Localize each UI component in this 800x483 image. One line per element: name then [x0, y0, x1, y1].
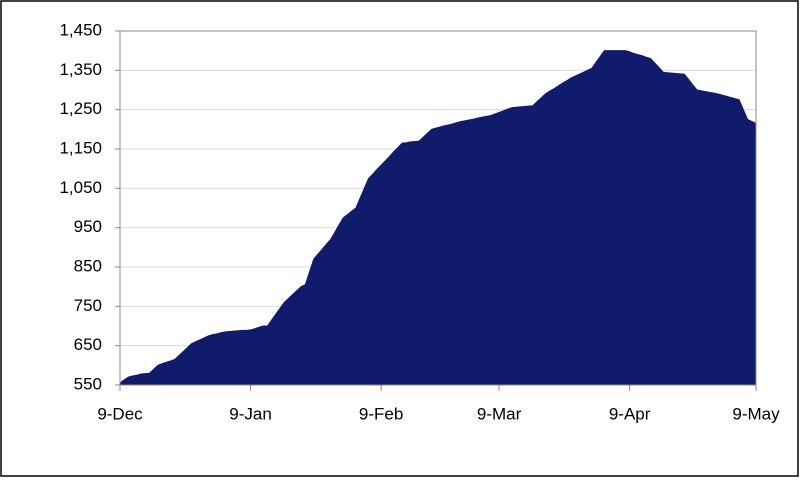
x-tick-label: 9-Mar — [477, 404, 522, 423]
x-tick-label: 9-May — [732, 404, 780, 423]
y-tick-label: 750 — [74, 296, 102, 315]
x-tick-label: 9-Apr — [609, 404, 651, 423]
y-tick-label: 1,450 — [59, 20, 102, 39]
plot-border — [119, 30, 757, 386]
y-tick-label: 1,350 — [59, 60, 102, 79]
x-tick-label: 9-Feb — [359, 404, 403, 423]
y-tick-label: 1,250 — [59, 99, 102, 118]
area — [119, 50, 757, 386]
y-tick-label: 850 — [74, 256, 102, 275]
y-tick-label: 950 — [74, 217, 102, 236]
y-tick-label: 1,150 — [59, 138, 102, 157]
y-tick-label: 550 — [74, 374, 102, 393]
y-tick-label: 1,050 — [59, 178, 102, 197]
y-tick-label: 650 — [74, 335, 102, 354]
x-tick-label: 9-Dec — [97, 404, 143, 423]
x-tick-label: 9-Jan — [229, 404, 272, 423]
